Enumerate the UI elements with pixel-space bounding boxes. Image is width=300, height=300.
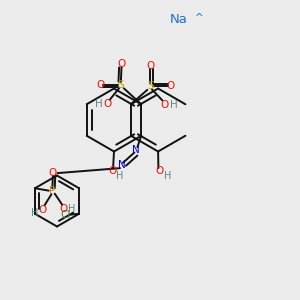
Text: O: O (96, 80, 105, 90)
Text: O: O (108, 166, 117, 176)
Text: Cl: Cl (60, 210, 71, 220)
Text: H: H (94, 99, 102, 109)
Text: ^: ^ (195, 13, 204, 23)
Text: P: P (49, 186, 56, 196)
Text: S: S (147, 81, 154, 91)
Text: O: O (146, 61, 154, 71)
Text: H: H (116, 171, 124, 182)
Text: H: H (170, 100, 178, 110)
Text: H: H (31, 208, 38, 218)
Text: O: O (49, 168, 57, 178)
Text: O: O (39, 205, 47, 215)
Text: O: O (155, 166, 163, 176)
Text: Na: Na (169, 13, 188, 26)
Text: H: H (68, 204, 75, 214)
Text: N: N (118, 160, 125, 170)
Text: S: S (118, 80, 124, 90)
Text: O: O (60, 204, 68, 214)
Text: O: O (117, 59, 126, 69)
Text: H: H (164, 171, 171, 182)
Text: O: O (160, 100, 169, 110)
Text: N: N (132, 145, 140, 155)
Text: O: O (103, 99, 112, 109)
Text: O: O (167, 81, 175, 91)
